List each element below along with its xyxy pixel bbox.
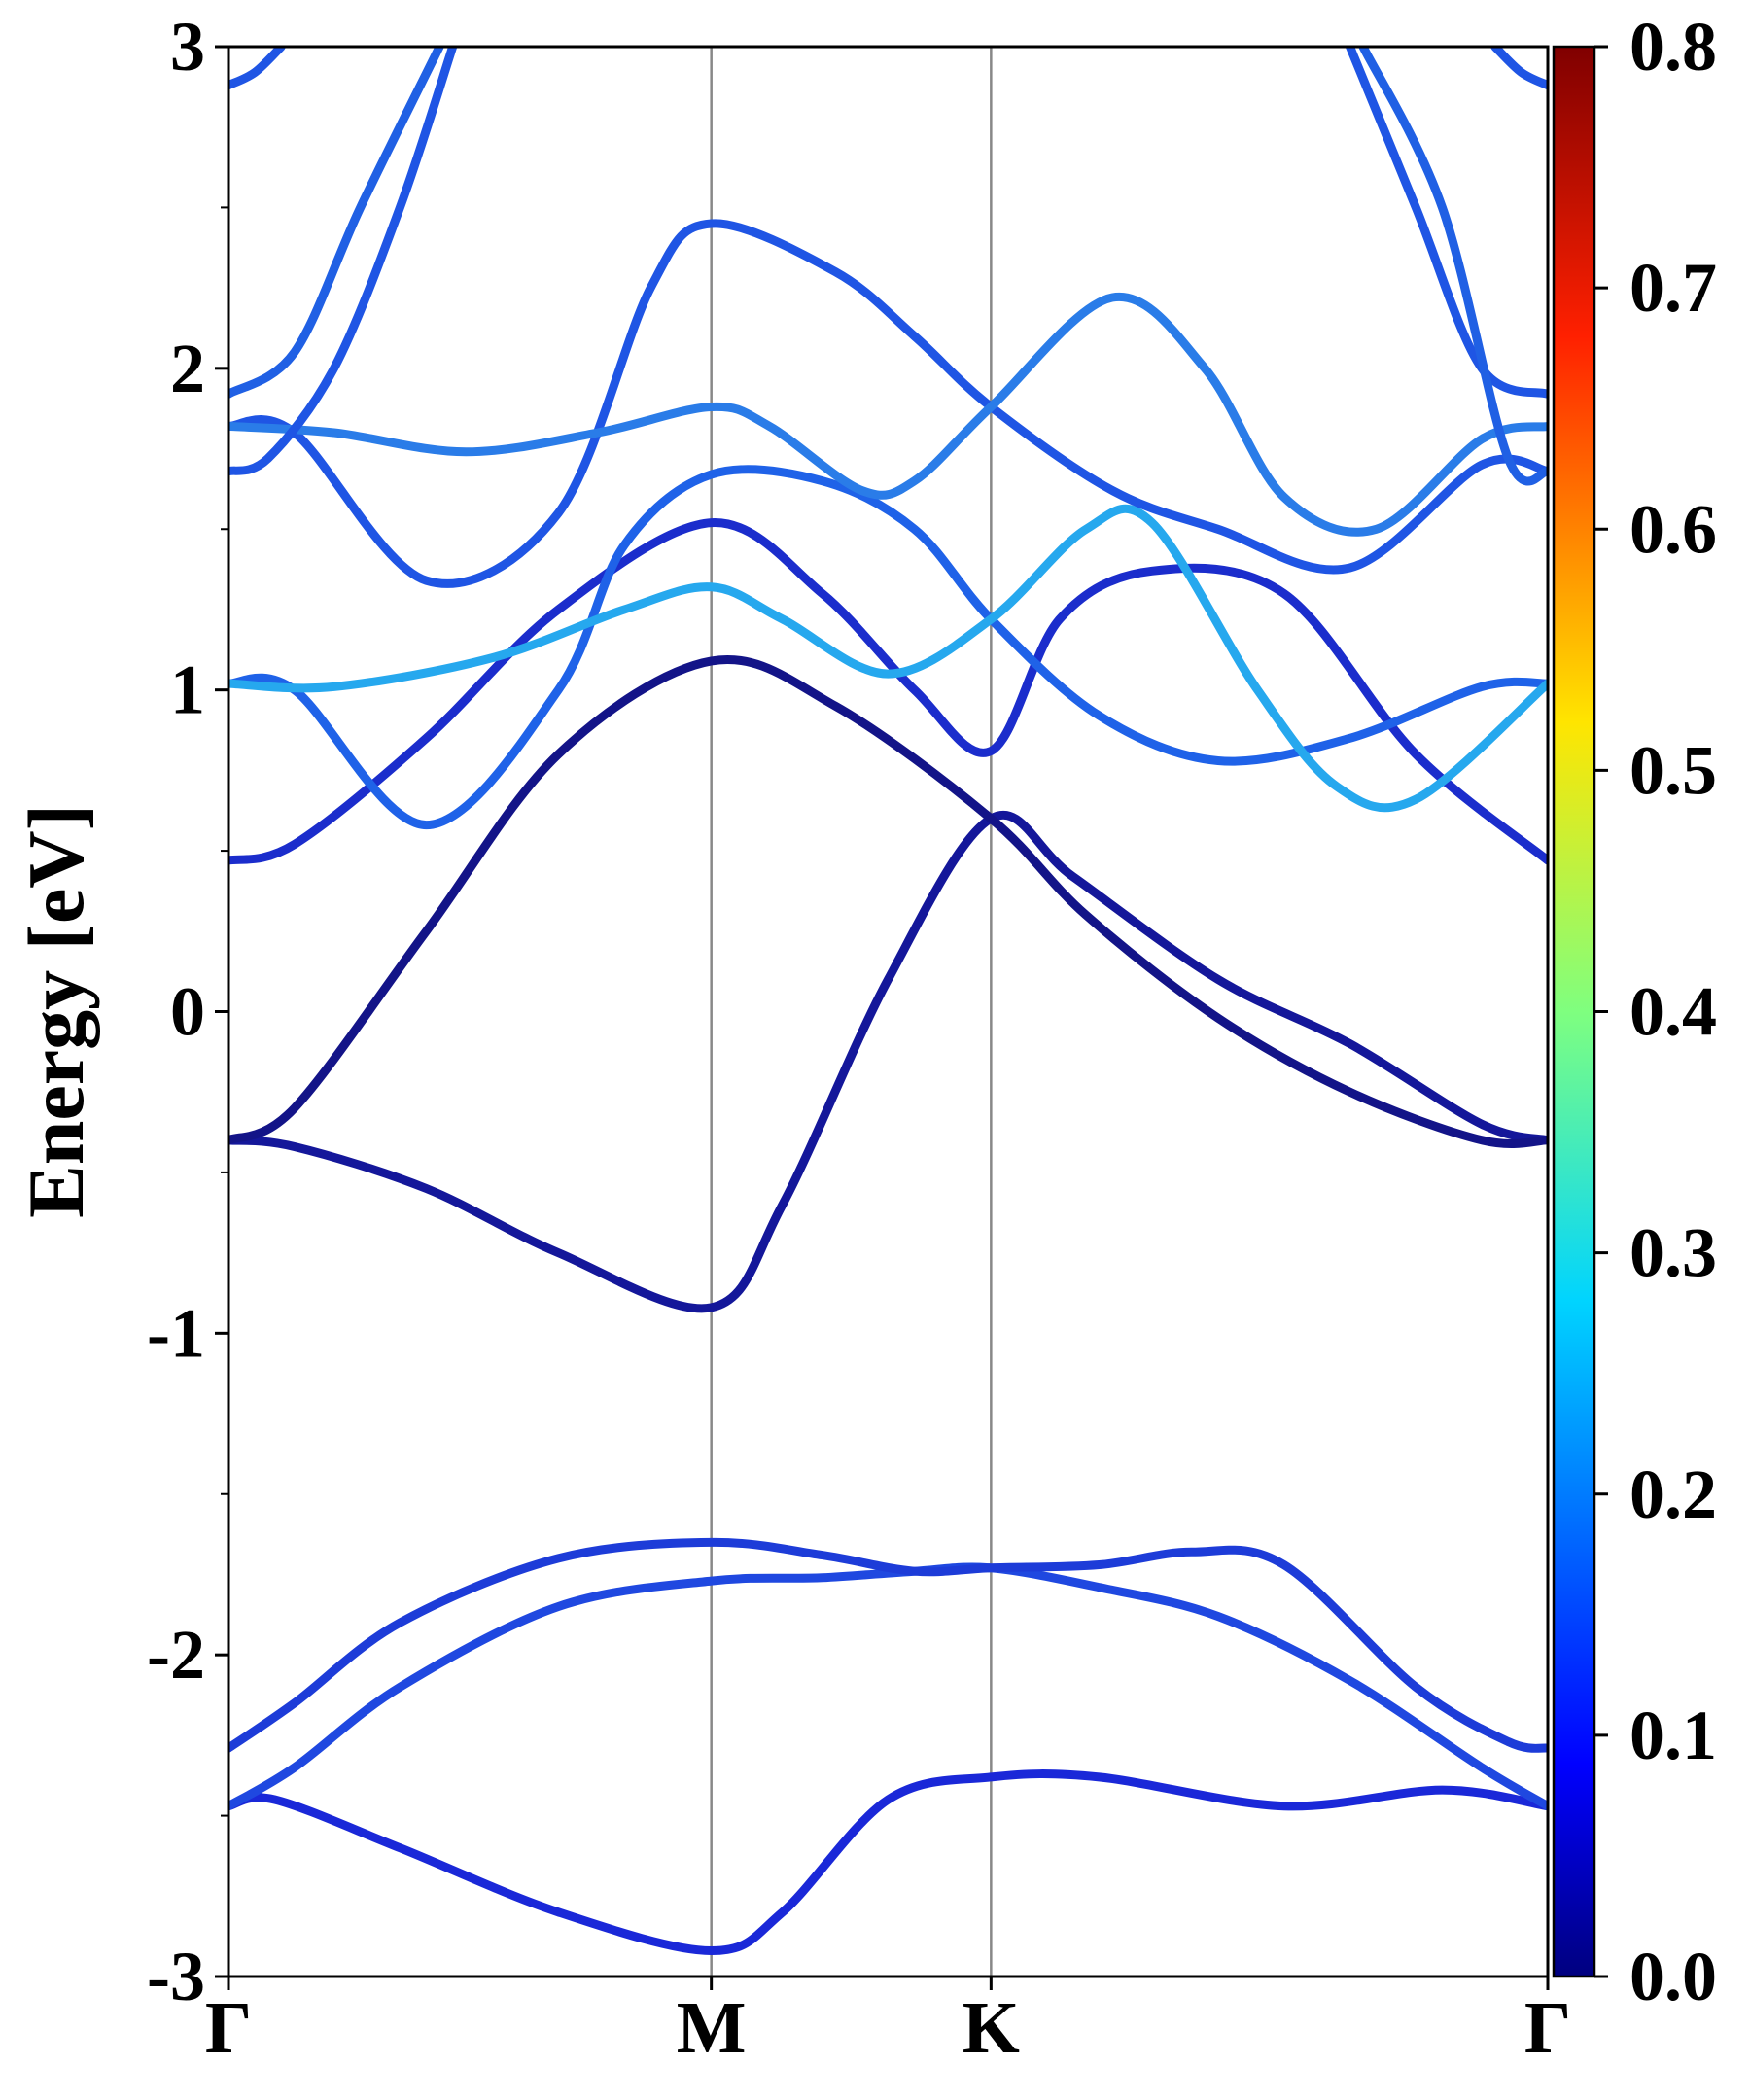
band-3 — [228, 810, 1548, 1313]
colorbar-tick-label: 0.7 — [1629, 249, 1717, 327]
y-tick-label: 1 — [170, 651, 205, 729]
band-6 — [228, 465, 1548, 830]
band-4 — [228, 654, 1548, 1148]
band-11 — [228, 47, 444, 399]
band-8 — [228, 219, 1548, 588]
band-5 — [228, 518, 1548, 865]
band-7 — [228, 504, 1548, 813]
colorbar-tick-label: 0.0 — [1629, 1938, 1717, 2015]
y-tick-label: -1 — [147, 1294, 205, 1372]
band-14 — [228, 47, 286, 90]
band-10 — [228, 47, 458, 476]
x-tick-label: Γ — [205, 1987, 252, 2069]
x-tick-label: Γ — [1524, 1987, 1571, 2069]
colorbar-tick-label: 0.3 — [1629, 1214, 1717, 1292]
colorbar-tick-label: 0.4 — [1629, 973, 1717, 1051]
colorbar-tick-label: 0.6 — [1629, 490, 1717, 568]
colorbar-tick-label: 0.8 — [1629, 8, 1717, 86]
y-axis-label: Energy [eV] — [12, 804, 100, 1218]
band-9 — [228, 292, 1548, 537]
band-lines — [228, 47, 1548, 1955]
x-tick-label: M — [677, 1987, 747, 2069]
x-tick-label: K — [962, 1987, 1020, 2069]
y-tick-label: 2 — [170, 330, 205, 407]
band-1 — [228, 1562, 1548, 1811]
y-tick-label: 0 — [170, 973, 205, 1051]
band-15 — [1490, 47, 1548, 90]
band-13 — [1358, 47, 1548, 486]
band-0 — [228, 1769, 1548, 1955]
colorbar-tick-label: 0.5 — [1629, 731, 1717, 809]
y-axis-ticks: -3 -2 -1 0 1 2 3 — [147, 8, 228, 2015]
y-tick-label: 3 — [170, 8, 205, 86]
y-tick-label: -2 — [147, 1616, 205, 1694]
colorbar: 0.0 0.1 0.2 0.3 0.4 0.5 0.6 0.7 0.8 — [1552, 8, 1717, 2015]
colorbar-gradient — [1552, 45, 1596, 1978]
y-tick-label: -3 — [147, 1938, 205, 2015]
high-symmetry-lines — [710, 47, 993, 1977]
colorbar-tick-label: 0.1 — [1629, 1697, 1717, 1774]
plot-frame — [227, 45, 1550, 1978]
colorbar-ticks: 0.0 0.1 0.2 0.3 0.4 0.5 0.6 0.7 0.8 — [1594, 8, 1717, 2015]
band-2 — [228, 1537, 1548, 1753]
colorbar-tick-label: 0.2 — [1629, 1455, 1717, 1533]
band-12 — [1346, 47, 1548, 399]
